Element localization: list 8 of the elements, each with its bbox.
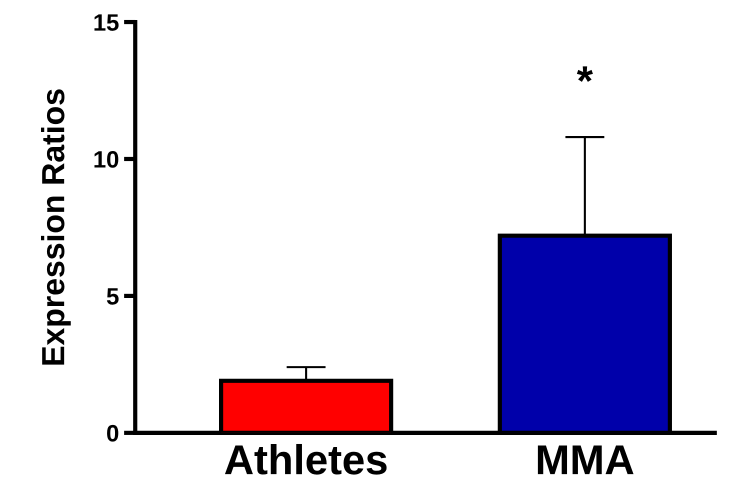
y-axis-title: Expression Ratios <box>40 89 71 365</box>
y-tick-label: 0 <box>107 424 118 442</box>
y-tick-label: 10 <box>94 151 118 168</box>
y-tick-label: 5 <box>106 288 119 305</box>
x-tick-label: MMA <box>538 446 634 474</box>
x-tick-label: Athletes <box>224 444 387 475</box>
annotation: * <box>576 66 593 82</box>
y-tick-label: 15 <box>94 14 119 31</box>
